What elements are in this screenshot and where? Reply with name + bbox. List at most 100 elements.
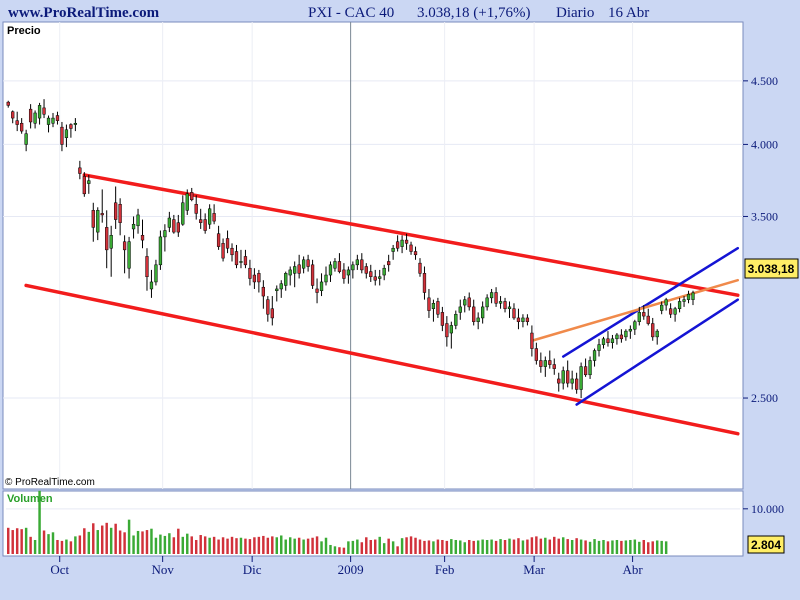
volume-bar	[248, 539, 252, 554]
candle-down	[360, 259, 364, 271]
date-tick-label: Abr	[622, 562, 643, 577]
volume-bar	[177, 528, 180, 554]
candle-up	[127, 241, 131, 269]
volume-bar	[575, 538, 578, 554]
volume-bar	[271, 536, 274, 554]
volume-bar	[369, 539, 372, 554]
candle-up	[109, 235, 113, 249]
candle-up	[51, 117, 55, 124]
candle-up	[543, 360, 547, 367]
volume-bar	[548, 539, 552, 554]
candle-up	[96, 210, 100, 233]
site-title[interactable]: www.ProRealTime.com	[8, 5, 160, 21]
candle-down	[306, 259, 310, 267]
trendline-orange	[530, 278, 740, 342]
price-tick-label: 2.500	[751, 391, 778, 405]
volume-bar	[579, 539, 583, 554]
date-tick-label: Feb	[435, 562, 455, 577]
last-volume-box	[747, 535, 785, 554]
volume-bar	[217, 539, 220, 554]
volume-bar	[365, 537, 368, 554]
volume-bar	[655, 540, 659, 554]
volume-bar	[351, 540, 355, 554]
volume-bar	[400, 538, 404, 554]
candle-up	[378, 276, 382, 279]
volume-bar	[159, 534, 162, 554]
candle-up	[37, 105, 42, 119]
volume-bar	[647, 542, 650, 554]
candle-down	[552, 364, 556, 369]
volume-bar	[432, 541, 435, 554]
volume-bar	[642, 539, 646, 554]
candle-down	[575, 378, 579, 390]
quote-value: 3.038,18 (+1,76%)	[417, 5, 530, 21]
volume-bar	[638, 541, 641, 554]
volume-bar	[145, 530, 149, 554]
volume-bar	[418, 539, 422, 554]
last-volume-label: 2.804	[751, 538, 781, 552]
candle-down	[118, 204, 122, 223]
candle-down	[6, 101, 10, 106]
volume-bar	[602, 539, 605, 554]
date-tick-label: Oct	[50, 562, 69, 577]
candle-down	[642, 312, 646, 317]
date-tick-label: Nov	[151, 562, 174, 577]
candle-down	[261, 286, 265, 297]
volume-bar	[629, 539, 632, 554]
volume-bar	[194, 539, 198, 554]
volume-bar	[7, 527, 10, 554]
candle-up	[391, 247, 395, 252]
volume-bar	[275, 537, 279, 554]
volume-bar	[186, 533, 189, 554]
candle-up	[163, 230, 167, 238]
volume-bar	[539, 538, 543, 554]
volume-bar	[526, 539, 529, 554]
candle-down	[122, 241, 127, 251]
volume-bar	[320, 541, 323, 554]
candle-down	[100, 213, 104, 216]
volume-bar	[387, 538, 390, 554]
candle-down	[530, 332, 534, 349]
candle-up	[328, 264, 333, 276]
candle-down	[534, 348, 538, 361]
volume-bar	[570, 539, 574, 554]
volume-bar	[660, 540, 663, 554]
candle-up	[73, 122, 78, 125]
candle-down	[369, 271, 373, 278]
candle-down	[216, 233, 221, 247]
volume-tick-label: 10.000	[751, 502, 784, 516]
volume-bar	[253, 537, 256, 554]
volume-bar	[324, 537, 328, 554]
volume-bar	[356, 539, 359, 554]
volume-bar	[69, 541, 73, 554]
volume-bar	[302, 539, 305, 554]
candle-up	[592, 350, 597, 361]
candle-down	[91, 210, 95, 228]
candle-down	[445, 323, 449, 338]
candle-down	[105, 227, 109, 251]
volume-bar	[168, 533, 171, 554]
volume-bar	[566, 539, 569, 554]
volume-bar	[561, 537, 565, 554]
volume-bar	[105, 522, 108, 554]
candle-up	[288, 269, 292, 276]
candle-up	[610, 338, 615, 343]
volume-bar	[141, 531, 144, 554]
candle-down	[194, 204, 198, 214]
candle-up	[664, 299, 668, 306]
volume-bar	[306, 538, 310, 554]
volume-bar	[172, 537, 176, 554]
volume-bar	[33, 539, 37, 554]
volume-bar	[472, 540, 475, 554]
candle-down	[42, 107, 46, 115]
candle-up	[579, 366, 583, 390]
candle-down	[172, 219, 176, 233]
candle-up	[24, 133, 28, 145]
volume-bar	[47, 534, 50, 554]
candle-down	[234, 251, 239, 266]
candle-up	[673, 308, 677, 315]
volume-bar	[74, 536, 77, 554]
volume-bar	[190, 536, 193, 554]
volume-bar	[382, 543, 386, 554]
candle-up	[284, 273, 288, 286]
